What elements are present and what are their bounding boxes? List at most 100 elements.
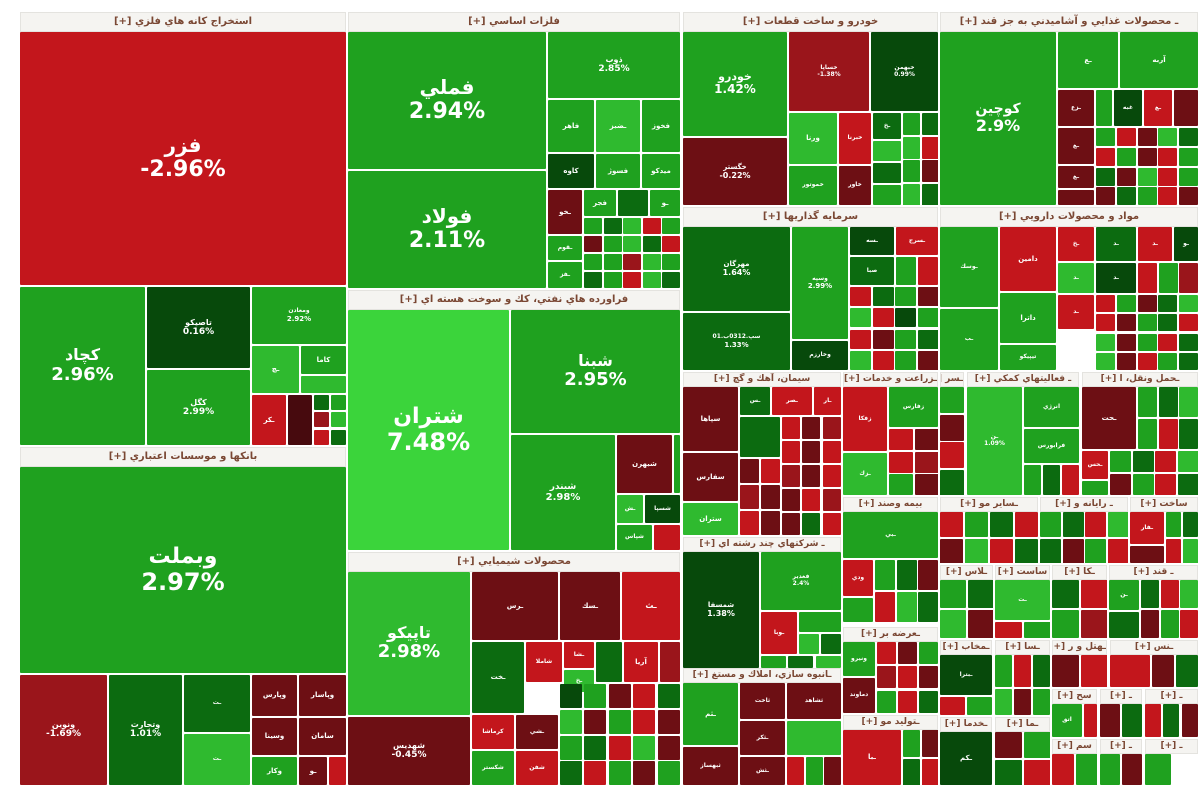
stock-tile[interactable] [1063,539,1084,563]
stock-tile[interactable] [623,272,641,288]
stock-tile[interactable]: ذوب 2.85% [548,32,680,98]
stock-tile[interactable]: شفن [516,751,558,785]
sector-header[interactable]: ـلاس [+] [940,565,993,580]
stock-tile[interactable] [782,465,800,487]
stock-tile[interactable] [331,412,346,427]
stock-tile[interactable] [1176,655,1198,687]
stock-tile[interactable] [740,485,759,509]
sector-header[interactable]: ـساير مو [+] [940,497,1038,512]
stock-tile[interactable] [301,376,346,393]
stock-tile[interactable] [604,254,622,270]
stock-tile[interactable] [1096,353,1115,370]
stock-tile[interactable] [633,684,655,708]
stock-tile[interactable] [1166,539,1181,563]
stock-tile[interactable]: ـثكر [740,721,785,755]
stock-tile[interactable] [1179,387,1198,417]
stock-tile[interactable] [1014,655,1031,687]
stock-tile[interactable]: ـزع [1058,90,1094,126]
stock-tile[interactable] [877,642,896,664]
stock-tile[interactable] [623,236,641,252]
stock-tile[interactable]: ـسك [560,572,620,640]
stock-tile[interactable] [643,218,661,234]
stock-tile[interactable] [877,691,896,713]
stock-tile[interactable] [1166,512,1181,537]
stock-tile[interactable]: ـشي [516,715,558,749]
stock-tile[interactable] [1179,187,1198,205]
stock-tile[interactable]: ـن [1109,580,1139,610]
stock-tile[interactable] [823,513,841,535]
stock-tile[interactable]: ـخت [472,642,524,713]
stock-tile[interactable] [918,330,938,349]
stock-tile[interactable]: خبهمن 0.99% [871,32,938,111]
stock-tile[interactable] [1180,610,1198,638]
stock-tile[interactable]: كاما [301,346,346,374]
sector-header[interactable]: ـكا [+] [1052,565,1107,580]
stock-tile[interactable]: کگل 2.99% [147,370,250,445]
stock-tile[interactable] [889,452,913,473]
stock-tile[interactable] [1024,622,1050,638]
stock-tile[interactable] [623,254,641,270]
sector-header[interactable]: ـتوليد مو [+] [843,715,938,730]
stock-tile[interactable]: ـث [622,572,680,640]
stock-tile[interactable] [1138,334,1157,351]
sector-header[interactable]: ـما [+] [995,717,1050,732]
stock-tile[interactable] [995,760,1022,785]
stock-tile[interactable]: وبملت 2.97% [20,467,346,673]
stock-tile[interactable]: تيپيكو [1000,345,1056,370]
sector-header[interactable]: ـانبوه سازي، املاك و مستغ [+] [683,668,841,683]
stock-tile[interactable]: ـو [650,190,680,216]
stock-tile[interactable]: تاپيكو 2.98% [348,572,470,715]
stock-tile[interactable] [1085,512,1106,537]
stock-tile[interactable]: سفارس [683,453,738,501]
stock-tile[interactable]: ودي [843,560,873,596]
stock-tile[interactable] [918,287,938,306]
stock-tile[interactable] [1179,148,1198,166]
stock-tile[interactable]: ـقوم [548,236,582,260]
stock-tile[interactable]: شاملا [526,642,562,682]
stock-tile[interactable]: ـضبز [596,100,640,152]
stock-tile[interactable] [1183,539,1198,563]
stock-tile[interactable] [584,236,602,252]
stock-tile[interactable]: فغدير 2.4% [761,552,841,610]
stock-tile[interactable] [940,387,964,413]
stock-tile[interactable]: فاهر [548,100,594,152]
stock-tile[interactable] [1024,760,1050,785]
sector-header[interactable]: فلزات اساسي [+] [348,12,680,32]
stock-tile[interactable] [584,736,606,760]
stock-tile[interactable] [787,721,841,755]
stock-tile[interactable] [873,287,894,306]
sector-header[interactable]: خودرو و ساخت قطعات [+] [683,12,938,32]
stock-tile[interactable] [903,730,920,757]
stock-tile[interactable] [1130,546,1164,563]
stock-tile[interactable] [903,113,920,135]
sector-header[interactable]: ـ رايانه و [+] [1040,497,1128,512]
stock-tile[interactable] [995,732,1022,758]
stock-tile[interactable]: وپاسار [299,675,346,716]
sector-header[interactable]: ـ قند [+] [1109,565,1198,580]
sector-header[interactable]: ـسر [+] [940,372,964,387]
stock-tile[interactable] [1096,314,1115,331]
stock-tile[interactable] [1040,512,1061,537]
stock-tile[interactable] [940,610,966,638]
stock-tile[interactable] [662,254,680,270]
stock-tile[interactable] [1052,580,1079,608]
stock-tile[interactable]: ـشا [564,642,594,668]
stock-tile[interactable] [1122,704,1142,737]
stock-tile[interactable] [782,417,800,439]
stock-tile[interactable]: آربه [1120,32,1198,88]
stock-tile[interactable] [1058,190,1094,205]
stock-tile[interactable] [1161,580,1179,608]
stock-tile[interactable] [633,736,655,760]
stock-tile[interactable] [1158,187,1177,205]
stock-tile[interactable]: ـخو [548,190,582,234]
stock-tile[interactable] [658,710,680,734]
sector-header[interactable]: سح [+] [1052,689,1097,704]
stock-tile[interactable] [940,697,965,715]
stock-tile[interactable] [1052,655,1079,687]
stock-tile[interactable] [1096,148,1115,166]
stock-tile[interactable] [1063,512,1084,537]
stock-tile[interactable]: ـو [1174,227,1198,261]
sector-header[interactable]: ـمخاب [+] [940,640,992,655]
stock-tile[interactable] [873,330,894,349]
stock-tile[interactable] [1183,512,1198,537]
